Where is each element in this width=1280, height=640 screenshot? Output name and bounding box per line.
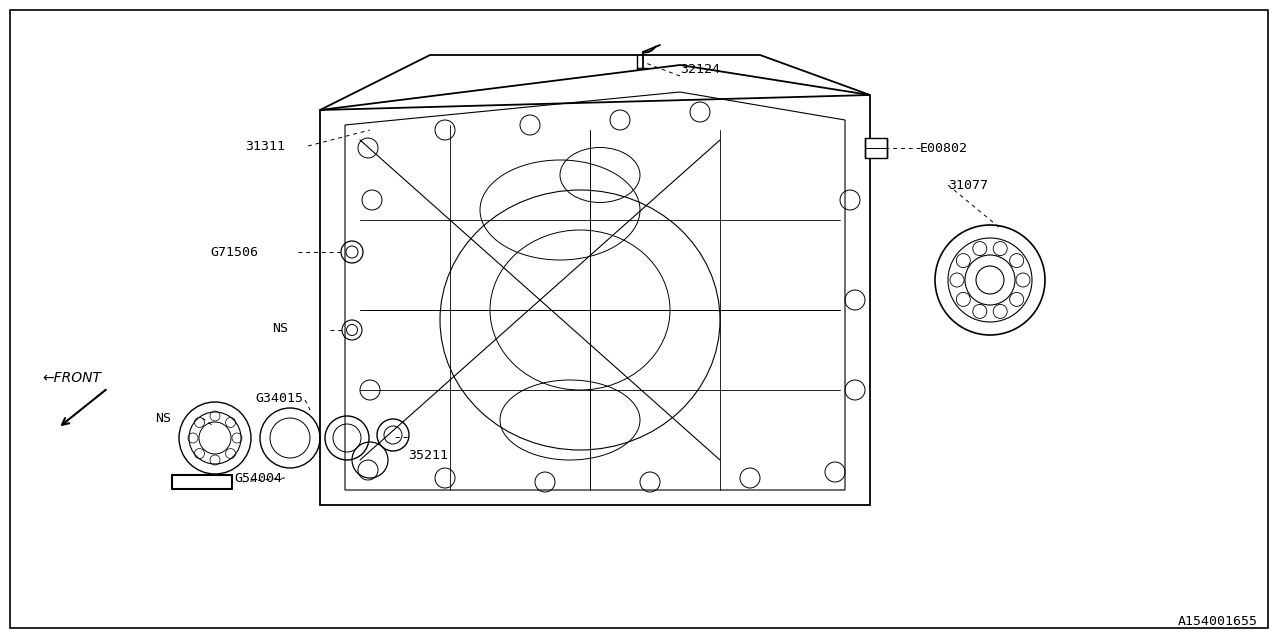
Text: G34015: G34015 [255, 392, 303, 404]
Text: E00802: E00802 [920, 141, 968, 154]
Text: A154001655: A154001655 [1178, 615, 1258, 628]
Text: 32124: 32124 [680, 63, 721, 76]
FancyBboxPatch shape [865, 138, 887, 158]
Text: 31311: 31311 [244, 140, 285, 152]
Text: G71506: G71506 [210, 246, 259, 259]
Text: ←FRONT: ←FRONT [42, 371, 101, 385]
Text: NS: NS [155, 412, 172, 424]
Text: 35211: 35211 [408, 449, 448, 461]
Text: NS: NS [273, 321, 288, 335]
Text: 31077: 31077 [948, 179, 988, 191]
Text: G54004: G54004 [234, 472, 282, 484]
